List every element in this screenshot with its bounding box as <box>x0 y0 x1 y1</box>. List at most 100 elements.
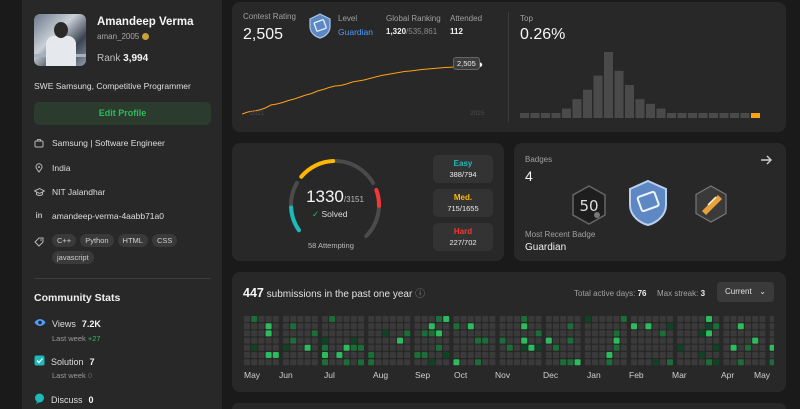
linkedin-link[interactable]: amandeep-verma-4aabb71a0 <box>52 211 164 221</box>
global-total: /535,861 <box>406 27 438 36</box>
heatmap-cell <box>482 330 489 337</box>
info-icon[interactable]: ⓘ <box>415 289 426 300</box>
heatmap-cell <box>667 337 673 344</box>
submission-heatmap[interactable] <box>244 312 774 370</box>
max-streak-label: Max streak: <box>657 289 699 298</box>
heatmap-cell <box>698 323 705 330</box>
skill-tag[interactable]: HTML <box>117 234 148 247</box>
heatmap-cell <box>584 316 591 322</box>
avatar[interactable] <box>34 14 86 66</box>
heatmap-cell <box>745 337 751 344</box>
heatmap-cell <box>506 323 513 330</box>
heatmap-cell <box>723 330 730 337</box>
heatmap-cell <box>336 337 343 344</box>
heatmap-cell <box>368 323 375 330</box>
heatmap-cell <box>397 330 403 337</box>
heatmap-cell <box>389 316 396 322</box>
max-streak-value: 3 <box>700 289 706 298</box>
heatmap-cell <box>453 344 460 351</box>
hard-stat[interactable]: Hard 227/702 <box>433 223 493 251</box>
heatmap-cell <box>482 344 489 351</box>
heatmap-cell <box>752 359 759 366</box>
heatmap-cell <box>272 330 279 337</box>
skill-tag[interactable]: C++ <box>52 234 77 247</box>
histogram-bar <box>688 113 697 118</box>
heatmap-cell <box>521 352 528 358</box>
location-pin-icon <box>34 163 44 173</box>
rating-histogram[interactable] <box>520 50 775 120</box>
heatmap-cell <box>560 337 567 344</box>
heatmap-cell <box>404 359 411 366</box>
heatmap-cell <box>723 359 730 366</box>
heatmap-cell <box>336 344 343 351</box>
level-label: Level <box>338 14 358 23</box>
histogram-bar <box>604 52 613 118</box>
heatmap-cell <box>769 316 774 322</box>
guardian-badge-icon[interactable] <box>626 179 670 229</box>
linkedin-row[interactable]: in amandeep-verma-4aabb71a0 <box>34 211 164 221</box>
heatmap-cell <box>691 359 698 366</box>
location-text: India <box>52 163 71 173</box>
heatmap-cell <box>528 337 535 344</box>
skill-tag[interactable]: CSS <box>151 234 178 247</box>
heatmap-cell <box>358 323 364 330</box>
heatmap-cell <box>659 330 666 337</box>
heatmap-cell <box>460 359 467 366</box>
heatmap-cell <box>389 330 396 337</box>
heatmap-cell <box>730 337 737 344</box>
heatmap-cell <box>752 337 759 344</box>
heatmap-cell <box>453 359 460 366</box>
heatmap-cell <box>304 352 311 358</box>
heatmap-cell <box>584 330 591 337</box>
heatmap-cell <box>368 337 375 344</box>
views-row: Views 7.2K <box>34 318 101 329</box>
edit-profile-button[interactable]: Edit Profile <box>34 102 211 125</box>
heatmap-cell <box>677 352 684 358</box>
heatmap-cell <box>499 352 506 358</box>
heatmap-cell <box>691 323 698 330</box>
year-filter-dropdown[interactable]: Current ⌄ <box>717 282 774 302</box>
skill-tag[interactable]: Python <box>80 234 114 247</box>
heatmap-cell <box>297 359 304 366</box>
annual-badge-icon[interactable] <box>694 185 728 225</box>
heatmap-cell <box>382 323 389 330</box>
heatmap-cell <box>382 344 389 351</box>
heatmap-cell <box>421 316 428 322</box>
50-days-badge-icon[interactable]: 50 <box>571 185 607 227</box>
histogram-bar <box>530 113 540 118</box>
heatmap-cell <box>691 337 698 344</box>
solution-value: 7 <box>89 356 95 367</box>
heatmap-cell <box>368 352 375 358</box>
arrow-right-icon[interactable] <box>759 153 773 169</box>
heatmap-cell <box>723 337 730 344</box>
skill-tag[interactable]: javascript <box>52 251 94 264</box>
heatmap-cell <box>244 330 250 337</box>
discuss-label: Discuss <box>51 394 83 405</box>
heatmap-cell <box>684 359 691 366</box>
heatmap-cell <box>606 323 613 330</box>
heatmap-cell <box>706 337 712 344</box>
heatmap-cell <box>574 330 581 337</box>
heatmap-cell <box>677 344 684 351</box>
heatmap-cell <box>499 344 506 351</box>
heatmap-cell <box>297 323 304 330</box>
heatmap-cell <box>759 352 766 358</box>
heatmap-cell <box>535 359 542 366</box>
easy-stat[interactable]: Easy 388/794 <box>433 155 493 183</box>
heatmap-cell <box>397 323 403 330</box>
heatmap-cell <box>713 352 720 358</box>
heatmap-cell <box>545 359 552 366</box>
heatmap-cell <box>528 330 535 337</box>
heatmap-cell <box>684 323 691 330</box>
heatmap-cell <box>667 352 673 358</box>
medium-stat[interactable]: Med. 715/1655 <box>433 189 493 217</box>
heatmap-cell <box>677 337 684 344</box>
heatmap-cell <box>545 316 552 322</box>
month-label: Aug <box>373 370 389 380</box>
solved-total: /3151 <box>343 195 364 204</box>
heatmap-cell <box>258 359 265 366</box>
global-ranking-label: Global Ranking <box>386 14 441 23</box>
heatmap-cell <box>258 316 265 322</box>
histogram-bar <box>541 113 550 118</box>
heatmap-cell <box>506 337 513 344</box>
